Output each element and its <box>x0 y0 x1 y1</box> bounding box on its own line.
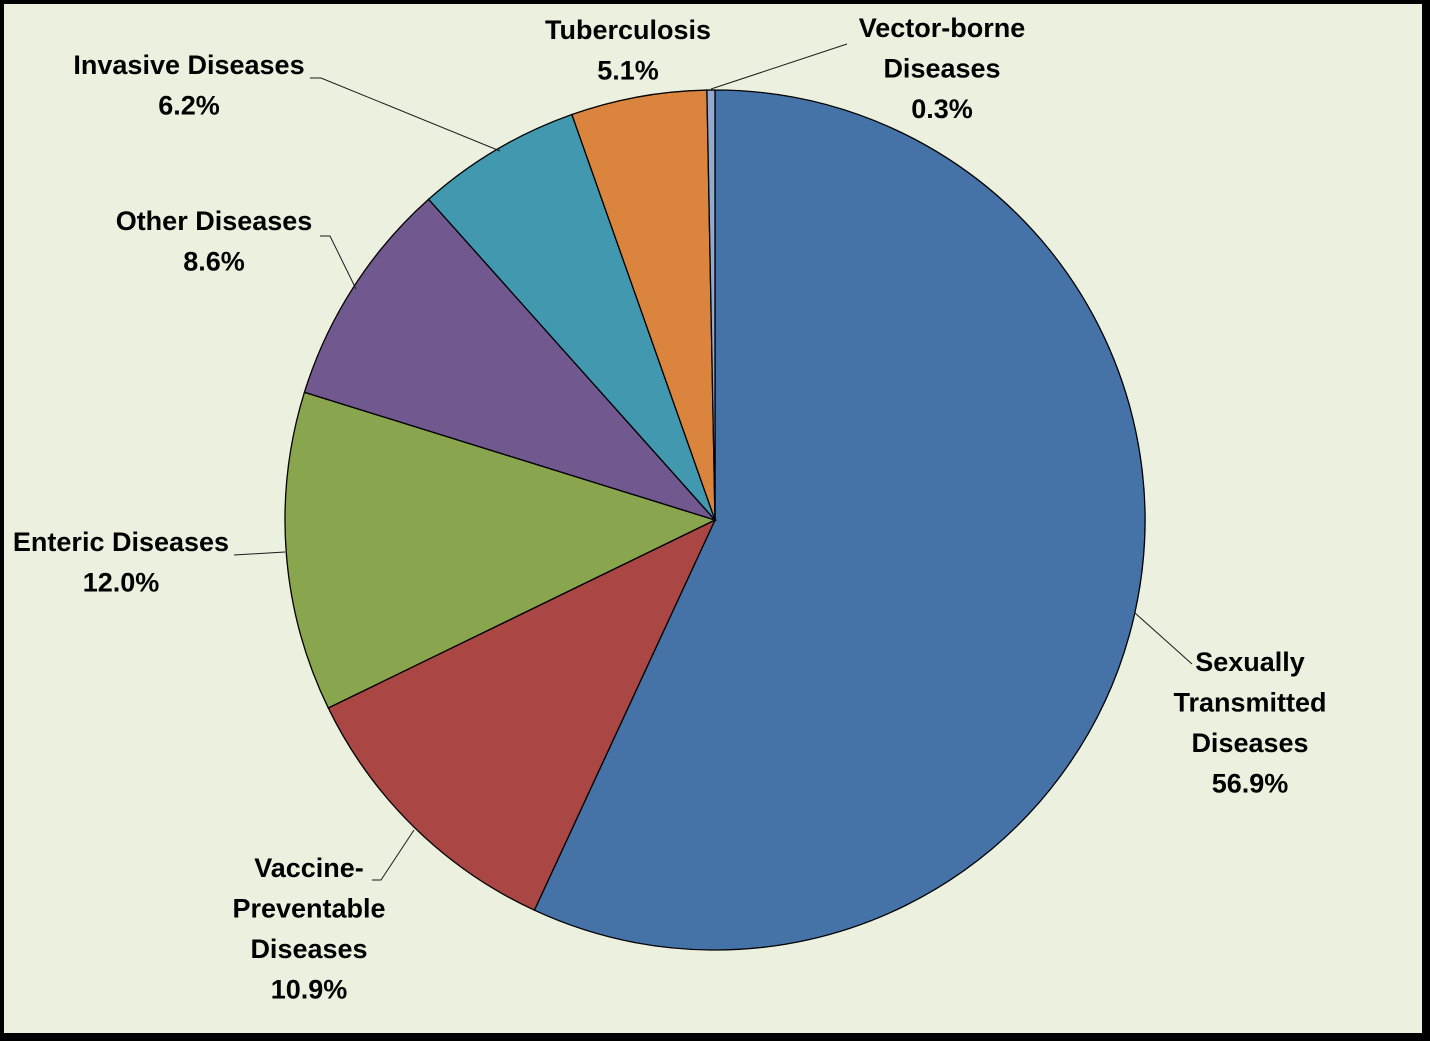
data-label-name: Diseases <box>1191 728 1308 758</box>
pie-chart: Sexually Transmitted Diseases 56.9% Vaccine-… <box>13 13 1327 1005</box>
pie-slice <box>327 518 717 912</box>
data-label-value: 5.1% <box>597 56 659 86</box>
data-label-name: Enteric Diseases <box>13 527 229 557</box>
slices-layer <box>284 89 1146 951</box>
leader-line <box>372 829 415 881</box>
data-label-name: Tuberculosis <box>545 15 711 45</box>
data-label: Enteric Diseases 12.0% <box>13 527 229 598</box>
data-label-value: 12.0% <box>83 568 160 598</box>
data-label: Invasive Diseases 6.2% <box>73 50 304 121</box>
data-label-name: Vaccine- <box>254 853 364 883</box>
data-label-name: Diseases <box>250 934 367 964</box>
pie-slice <box>303 198 718 522</box>
data-label-value: 56.9% <box>1212 769 1289 799</box>
data-label-value: 6.2% <box>158 91 220 121</box>
data-label-name: Sexually <box>1195 647 1305 677</box>
leader-line <box>710 43 848 90</box>
pie-slice <box>533 89 1146 951</box>
data-label-value: 8.6% <box>183 247 245 277</box>
data-label-value: 0.3% <box>911 94 973 124</box>
leader-line <box>1134 612 1193 665</box>
data-label-name: Preventable <box>232 894 385 924</box>
leaders-layer <box>233 43 1193 881</box>
data-label-name: Invasive Diseases <box>73 50 304 80</box>
chart-frame: Sexually Transmitted Diseases 56.9% Vaccine-… <box>4 4 1422 1033</box>
data-label-name: Diseases <box>883 54 1000 84</box>
data-label: Sexually Transmitted Diseases 56.9% <box>1173 647 1326 799</box>
data-label-name: Other Diseases <box>116 206 313 236</box>
data-label-name: Transmitted <box>1173 688 1326 718</box>
data-label-name: Vector-borne <box>859 13 1026 43</box>
leader-line <box>320 235 357 290</box>
data-label: Vector-borne Diseases 0.3% <box>859 13 1026 124</box>
labels-layer: Sexually Transmitted Diseases 56.9% Vaccine-… <box>13 13 1327 1005</box>
pie-slice <box>706 89 716 521</box>
pie-slice <box>284 391 717 709</box>
data-label: Tuberculosis 5.1% <box>545 15 711 86</box>
data-label-value: 10.9% <box>271 975 348 1005</box>
data-label: Other Diseases 8.6% <box>116 206 313 277</box>
leader-line <box>233 551 286 556</box>
leader-line <box>310 77 501 152</box>
data-label: Vaccine- Preventable Diseases 10.9% <box>232 853 385 1005</box>
